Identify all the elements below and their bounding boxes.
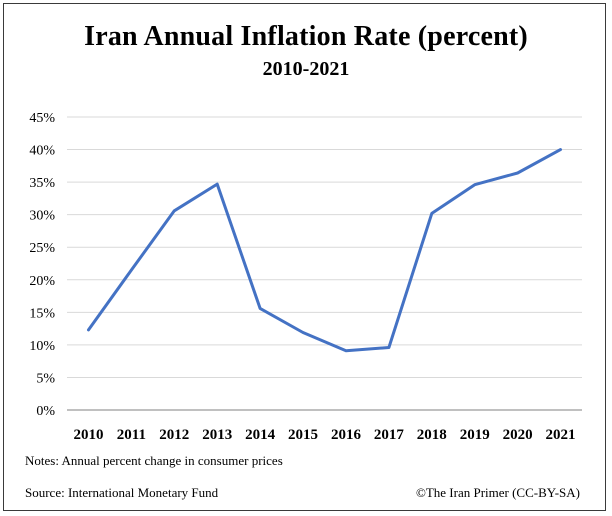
y-tick-label: 35% — [29, 176, 55, 191]
y-tick-label: 45% — [29, 111, 55, 126]
x-tick-label: 2010 — [73, 427, 103, 443]
y-tick-label: 20% — [29, 274, 55, 289]
gridlines — [67, 116, 582, 378]
x-tick-label: 2017 — [374, 427, 405, 443]
x-tick-label: 2013 — [202, 427, 232, 443]
x-tick-label: 2019 — [460, 427, 490, 443]
series-lines — [87, 148, 562, 353]
y-tick-label: 40% — [29, 144, 55, 159]
chart-frame — [3, 3, 606, 511]
y-tick-label: 5% — [36, 371, 55, 386]
series-line — [87, 148, 562, 353]
chart-subtitle: 2010-2021 — [262, 58, 350, 80]
y-tick-labels: 0% 5% 10% 15% 20% 25% 30% 35% 40% 45% — [29, 111, 55, 419]
x-tick-label: 2015 — [288, 427, 318, 443]
chart-title: Iran Annual Inflation Rate (percent) — [84, 21, 528, 52]
chart-credit: ©The Iran Primer (CC-BY-SA) — [415, 485, 580, 500]
y-tick-label: 0% — [36, 404, 55, 419]
x-tick-label: 2011 — [117, 427, 146, 443]
y-tick-label: 30% — [29, 209, 55, 224]
x-tick-label: 2016 — [331, 427, 362, 443]
x-tick-label: 2012 — [159, 427, 189, 443]
chart-source: Source: International Monetary Fund — [25, 485, 219, 500]
x-tick-label: 2020 — [503, 427, 533, 443]
x-tick-label: 2014 — [245, 427, 276, 443]
chart-notes: Notes: Annual percent change in consumer… — [25, 453, 283, 468]
x-tick-labels: 2010 2011 2012 2013 2014 2015 2016 2017 2018 2019… — [73, 427, 575, 443]
y-tick-label: 25% — [29, 241, 55, 256]
y-tick-label: 15% — [29, 306, 55, 321]
y-tick-label: 10% — [29, 339, 55, 354]
x-tick-label: 2018 — [417, 427, 447, 443]
x-tick-label: 2021 — [546, 427, 576, 443]
